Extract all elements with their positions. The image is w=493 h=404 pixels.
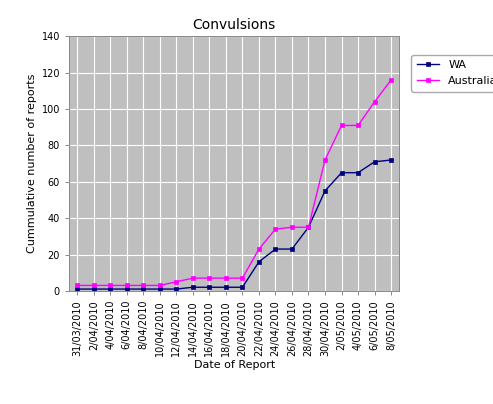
X-axis label: Date of Report: Date of Report [194,360,275,370]
WA [256,259,262,264]
Australia [190,276,196,280]
Australia [322,158,328,162]
Australia [289,225,295,229]
WA [372,160,378,164]
WA [74,287,80,292]
Australia [273,227,279,231]
WA [174,287,179,292]
WA [339,170,345,175]
WA [273,246,279,251]
Australia [306,225,312,229]
Australia [124,283,130,288]
WA [107,287,113,292]
Australia [339,123,345,128]
WA [355,170,361,175]
Line: WA: WA [75,158,393,292]
WA [289,246,295,251]
Australia [157,283,163,288]
WA [223,285,229,290]
WA [322,188,328,193]
WA [388,158,394,162]
Australia [240,276,246,280]
Australia [74,283,80,288]
Y-axis label: Cummulative number of reports: Cummulative number of reports [27,74,37,253]
Line: Australia: Australia [75,78,393,288]
Australia [256,246,262,251]
Title: Convulsions: Convulsions [193,19,276,32]
Australia [141,283,146,288]
WA [157,287,163,292]
WA [190,285,196,290]
Legend: WA, Australia: WA, Australia [412,55,493,92]
Australia [223,276,229,280]
WA [306,225,312,229]
WA [240,285,246,290]
Australia [355,123,361,128]
Australia [174,280,179,284]
Australia [91,283,97,288]
Australia [107,283,113,288]
Australia [388,78,394,82]
WA [207,285,212,290]
Australia [207,276,212,280]
WA [91,287,97,292]
Australia [372,99,378,104]
WA [124,287,130,292]
WA [141,287,146,292]
